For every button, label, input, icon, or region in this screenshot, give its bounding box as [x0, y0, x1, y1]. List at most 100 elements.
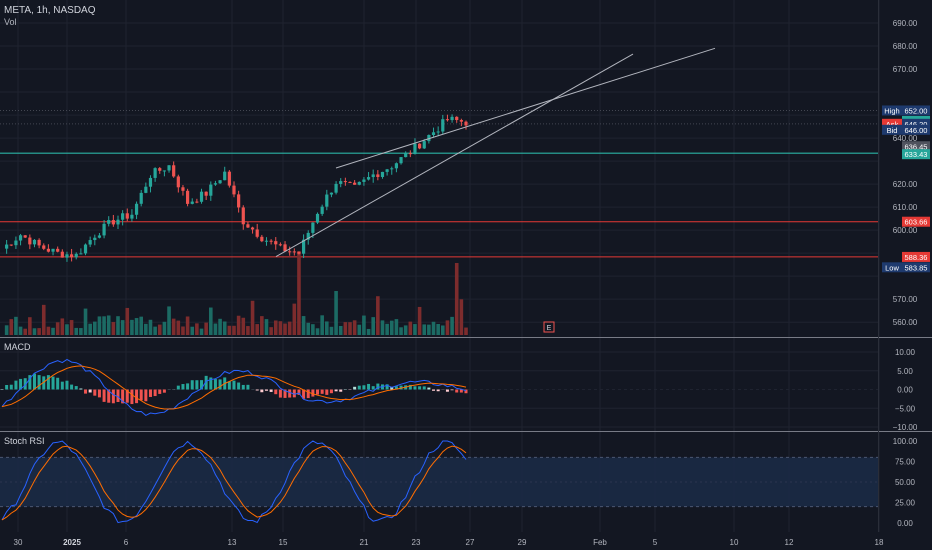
candle-body — [190, 201, 194, 204]
volume-bar — [116, 316, 120, 335]
volume-bar — [389, 320, 394, 335]
macd-histogram-bar — [148, 389, 152, 397]
candle-body — [390, 168, 394, 170]
candle-body — [46, 248, 50, 252]
price-tick-label: 670.00 — [893, 65, 918, 74]
price-badge-ask: Ask 646.20 — [882, 118, 930, 129]
macd-histogram-bar — [200, 380, 204, 390]
macd-histogram-bar — [399, 385, 403, 390]
macd-histogram-bar — [427, 387, 431, 390]
macd-histogram-bar — [232, 380, 236, 390]
candle-body — [292, 251, 296, 253]
volume-bar — [260, 316, 264, 335]
horizontal-levels — [0, 109, 878, 258]
macd-histogram-bar — [186, 383, 190, 390]
candle-body — [176, 176, 180, 188]
volume-bar — [287, 321, 292, 335]
macd-histogram-bar — [227, 381, 231, 390]
macd-histogram-bar — [455, 389, 459, 393]
badge-value-bg — [902, 141, 930, 152]
candle-body — [186, 190, 190, 204]
volume-bar — [278, 321, 283, 335]
candle-body — [408, 153, 412, 155]
candle-body — [148, 177, 153, 187]
candle-body — [436, 131, 440, 133]
macd-histogram-bar — [14, 380, 18, 390]
volume-bar — [79, 328, 83, 335]
candle-body — [5, 244, 9, 249]
macd-histogram-bar — [408, 384, 412, 390]
candle-body — [167, 165, 171, 171]
macd-histogram-bar — [79, 388, 83, 390]
volume-bar — [436, 323, 440, 335]
macd-histogram-bar — [302, 389, 306, 399]
candle-body — [158, 168, 162, 171]
volume-bar — [106, 315, 111, 335]
price-badge-high: High 652.00 — [882, 105, 930, 116]
candle-body — [464, 121, 468, 126]
volume-bar — [329, 326, 334, 335]
macd-histogram-bar — [204, 375, 208, 390]
price-tick-label: 610.00 — [893, 203, 918, 212]
time-tick-label: 30 — [14, 538, 23, 547]
volume-bar — [427, 324, 431, 335]
volume-bar — [162, 321, 167, 335]
macd-histogram-bar — [107, 389, 111, 403]
macd-histogram-bar — [288, 389, 292, 398]
volume-bar — [74, 327, 79, 335]
candle-body — [362, 179, 366, 182]
candle-body — [121, 213, 125, 220]
volume-bar — [125, 307, 130, 335]
volume-bar — [422, 324, 427, 335]
candle-body — [255, 229, 259, 237]
badge-label-bg — [882, 262, 902, 273]
volume-bar — [23, 328, 27, 335]
stoch-d-line — [1, 445, 467, 521]
volume-bar — [51, 327, 55, 335]
volume-bar — [32, 328, 37, 335]
volume-bar — [93, 321, 97, 335]
volume-bar — [176, 320, 181, 335]
candle-body — [227, 171, 231, 186]
volume-bar — [445, 320, 450, 335]
macd-histogram-bar — [459, 389, 463, 393]
price-axis[interactable]: 690.00 680.00 670.00 640.00 620.00 610.00 600.… — [882, 19, 930, 528]
badge-value-bg — [902, 105, 930, 116]
candle-body — [311, 222, 315, 233]
candle-body — [60, 251, 64, 258]
macd-histogram-bar — [385, 384, 389, 390]
candle-body — [348, 181, 352, 183]
candle-body — [18, 235, 23, 241]
candle-body — [450, 116, 454, 121]
stoch-k-line — [1, 440, 467, 524]
volume-bar — [362, 315, 366, 335]
candle-body — [320, 206, 324, 214]
volume-bar — [28, 317, 32, 335]
badge-label-bg — [882, 124, 902, 135]
candle-body — [380, 171, 385, 177]
panel-separators[interactable] — [0, 0, 932, 532]
price-tick-label: 560.00 — [893, 318, 918, 327]
volume-bar — [9, 319, 14, 335]
time-tick-label: 2025 — [63, 538, 81, 547]
candle-body — [376, 174, 380, 177]
volume-bar — [464, 327, 468, 335]
candle-body — [427, 134, 431, 142]
volume-bar — [343, 322, 348, 335]
candle-body — [371, 174, 375, 178]
time-axis[interactable]: 30 2025 6 13 15 21 23 27 29 Feb 5 10 12 18 — [0, 532, 932, 550]
candle-body — [441, 119, 445, 132]
volume-bar — [60, 318, 65, 335]
macd-histogram-bar — [65, 380, 69, 390]
trendlines[interactable] — [275, 47, 716, 258]
volume-bar — [255, 324, 259, 335]
macd-histogram-bar — [255, 389, 259, 391]
candle-body — [70, 254, 74, 258]
volume-bar — [264, 319, 269, 335]
volume-bar — [315, 328, 320, 335]
earnings-marker[interactable]: E — [543, 321, 555, 333]
volume-bar — [232, 325, 236, 335]
macd-histogram-bar — [353, 386, 357, 390]
candle-body — [181, 187, 185, 191]
